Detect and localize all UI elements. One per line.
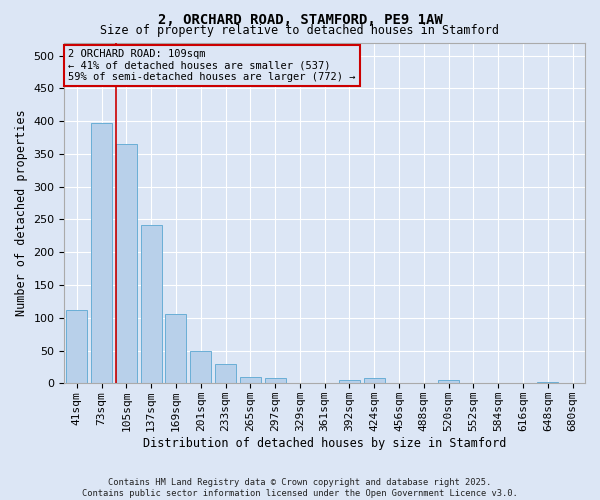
Text: Size of property relative to detached houses in Stamford: Size of property relative to detached ho… — [101, 24, 499, 37]
Bar — [265, 378, 286, 384]
Bar — [116, 144, 137, 384]
Bar — [562, 382, 583, 384]
Text: 2, ORCHARD ROAD, STAMFORD, PE9 1AW: 2, ORCHARD ROAD, STAMFORD, PE9 1AW — [158, 12, 442, 26]
Bar — [364, 378, 385, 384]
Bar — [240, 377, 261, 384]
Bar — [438, 380, 459, 384]
Bar — [215, 364, 236, 384]
Bar — [66, 310, 88, 384]
Bar — [190, 350, 211, 384]
Bar — [166, 314, 187, 384]
Bar — [289, 382, 310, 384]
Bar — [339, 380, 360, 384]
X-axis label: Distribution of detached houses by size in Stamford: Distribution of detached houses by size … — [143, 437, 506, 450]
Y-axis label: Number of detached properties: Number of detached properties — [15, 110, 28, 316]
Bar — [537, 382, 559, 384]
Bar — [91, 123, 112, 384]
Text: Contains HM Land Registry data © Crown copyright and database right 2025.
Contai: Contains HM Land Registry data © Crown c… — [82, 478, 518, 498]
Bar — [140, 224, 162, 384]
Text: 2 ORCHARD ROAD: 109sqm
← 41% of detached houses are smaller (537)
59% of semi-de: 2 ORCHARD ROAD: 109sqm ← 41% of detached… — [68, 49, 356, 82]
